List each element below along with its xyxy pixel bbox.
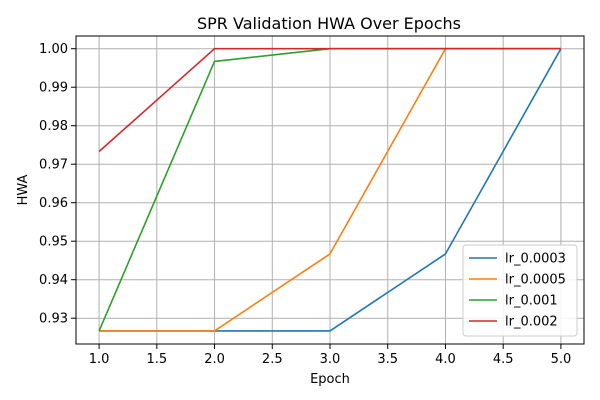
y-tick-label: 0.97 <box>39 158 68 173</box>
y-tick-label: 0.94 <box>39 273 68 288</box>
y-tick-label: 0.96 <box>39 196 68 211</box>
legend-label: lr_0.001 <box>505 294 558 309</box>
x-tick-label: 4.5 <box>493 352 514 367</box>
x-tick-label: 2.0 <box>204 352 225 367</box>
series-line-lr_0.002 <box>98 47 561 153</box>
legend-box <box>462 244 578 337</box>
chart-title: SPR Validation HWA Over Epochs <box>197 14 461 33</box>
legend-label: lr_0.0005 <box>505 273 566 288</box>
x-tick-label: 1.0 <box>89 352 110 367</box>
x-tick-label: 3.5 <box>377 352 398 367</box>
x-axis-label: Epoch <box>310 372 350 387</box>
legend: lr_0.0003 lr_0.0005 lr_0.001 lr_0.002 <box>462 244 578 337</box>
x-tick-label: 5.0 <box>551 352 572 367</box>
x-tick-label: 1.5 <box>146 352 167 367</box>
y-tick-label: 0.95 <box>39 235 68 250</box>
x-tick-label: 2.5 <box>262 352 283 367</box>
legend-label: lr_0.002 <box>505 315 558 330</box>
x-tick-label: 4.0 <box>435 352 456 367</box>
legend-label: lr_0.0003 <box>505 252 566 267</box>
y-axis-label: HWA <box>16 174 31 205</box>
y-tick-label: 0.99 <box>39 81 68 96</box>
y-tick-label: 1.00 <box>39 42 68 57</box>
y-axis-ticks: 0.93 0.94 0.95 0.96 0.97 0.98 0.99 1.00 <box>39 42 76 327</box>
x-tick-label: 3.0 <box>320 352 341 367</box>
y-tick-label: 0.93 <box>39 312 68 327</box>
series-lines <box>98 47 562 332</box>
x-axis-ticks: 1.0 1.5 2.0 2.5 3.0 3.5 4.0 4.5 5.0 <box>89 344 572 367</box>
y-tick-label: 0.98 <box>39 119 68 134</box>
